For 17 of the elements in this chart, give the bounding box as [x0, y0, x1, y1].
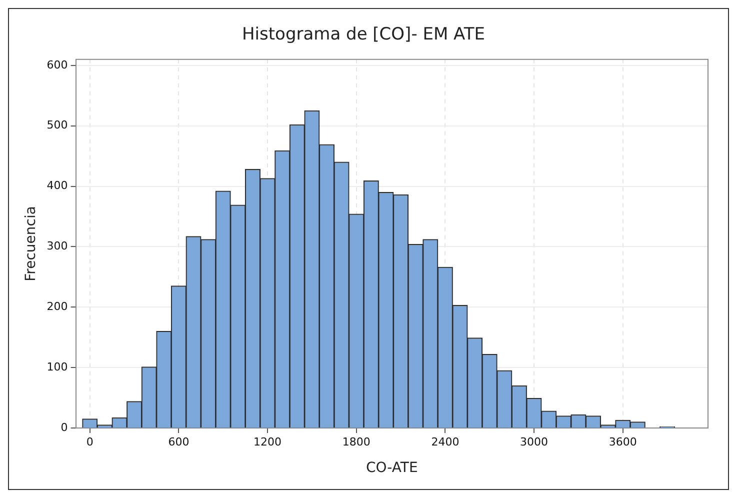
- x-tick-label: 3000: [520, 435, 548, 448]
- chart-title: Histograma de [CO]- EM ATE: [242, 24, 485, 45]
- y-tick-label: 300: [46, 240, 68, 253]
- x-tick-label: 600: [168, 435, 190, 448]
- x-tick-label: 0: [86, 435, 94, 448]
- y-axis-title: Frecuencia: [23, 206, 40, 282]
- x-tick-label: 3600: [608, 435, 637, 448]
- x-axis-title: CO-ATE: [366, 460, 418, 476]
- y-tick-label: 600: [46, 58, 68, 72]
- x-tick-label: 1800: [342, 435, 370, 448]
- y-tick-label: 0: [60, 420, 68, 434]
- y-tick-label: 500: [46, 118, 68, 132]
- x-tick-label: 1200: [254, 435, 282, 448]
- y-tick-label: 400: [46, 179, 68, 192]
- x-tick-label: 2400: [431, 435, 460, 448]
- y-tick-label: 100: [46, 360, 68, 374]
- y-tick-label: 200: [46, 300, 68, 314]
